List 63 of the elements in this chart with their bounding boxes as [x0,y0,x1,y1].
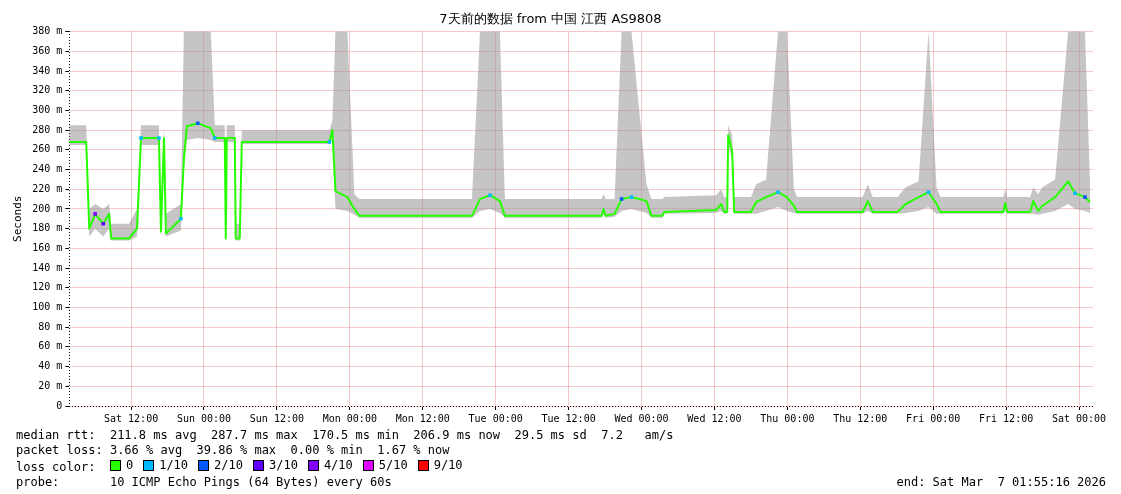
chart-title: 7天前的数据 from 中国 江西 AS9808 [439,11,662,27]
y-tick-label: 120 m [32,281,63,293]
x-tick-label: Wed 00:00 [614,412,669,424]
x-tick-label: Fri 00:00 [906,412,961,424]
point [926,190,931,194]
y-tick-label: 160 m [32,241,63,253]
legend-label: 2/10 [214,458,243,473]
y-tick-label: 80 m [38,320,63,332]
point [619,197,624,201]
point [139,136,143,140]
y-tick-label: 200 m [32,202,63,214]
point [101,221,105,226]
x-tick-label: Tue 12:00 [541,412,596,424]
point [629,195,634,199]
point [179,217,183,221]
y-tick-label: 380 m [32,25,63,37]
legend-label: 0 [125,458,134,473]
y-tick-label: 0 [56,399,63,411]
y-tick-label: 240 m [32,163,63,175]
y-tick-label: 40 m [38,360,63,372]
x-tick-label: Thu 00:00 [760,412,815,424]
point [213,136,217,140]
y-tick-label: 180 m [32,222,63,234]
text: loss color: [16,460,97,474]
y-tick-label: 220 m [32,182,63,194]
x-tick-label: Thu 12:00 [833,412,888,424]
y-tick-label: 260 m [32,143,63,155]
y-tick-label: 140 m [32,261,63,273]
point [488,193,492,197]
point [196,121,200,125]
text: probe: 10 ICMP Echo Pings (64 Bytes) every 60s [16,475,392,490]
y-tick-label: 280 m [32,123,63,135]
legend-label: 3/10 [268,458,298,473]
y-tick-label: 340 m [32,64,63,76]
x-tick-label: Sat 00:00 [1051,412,1107,424]
y-tick-label: 60 m [38,340,63,352]
x-tick-label: Wed 12:00 [687,412,742,424]
y-tick-label: 320 m [32,84,63,96]
x-tick-label: Mon 00:00 [322,412,377,424]
legend-label: 1/10 [159,458,189,473]
point [157,136,161,140]
y-tick-label: 100 m [32,301,63,313]
x-tick-label: Fri 12:00 [979,412,1034,424]
point [93,212,97,216]
legend-label: 4/10 [323,458,353,473]
x-tick-label: Sun 00:00 [176,412,232,424]
text: packet loss: 3.66 % avg 39.86 % max 0.00 % min 1.67 % now [16,443,451,458]
x-tick-label: Tue 00:00 [468,412,523,424]
legend-label: 9/10 [433,458,463,473]
text: median rtt: 211.8 ms avg 287.7 ms max 170.5 ms min 206.9 ms now 29.5 ms sd 7.2 am/s [16,428,675,443]
text: end: Sat Mar 7 01:55:16 2026 [896,475,1106,490]
y-axis-title: Seconds [11,195,25,242]
point [776,190,780,194]
x-tick-label: Sat 12:00 [103,412,159,424]
point [1083,195,1087,199]
point [327,140,332,144]
y-tick-label: 360 m [32,44,63,56]
y-tick-label: 300 m [32,104,63,116]
point [1073,191,1077,195]
x-tick-label: Mon 12:00 [395,412,450,424]
legend-label: 5/10 [378,458,408,473]
x-tick-label: Sun 12:00 [249,412,305,424]
y-tick-label: 20 m [38,379,63,391]
